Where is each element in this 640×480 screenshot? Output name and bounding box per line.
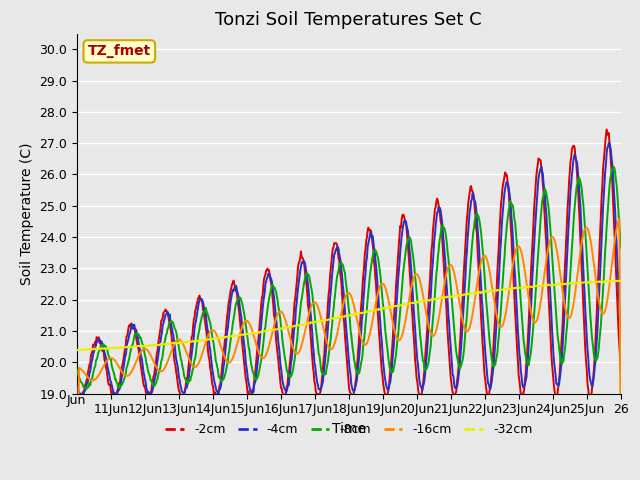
Legend: -2cm, -4cm, -8cm, -16cm, -32cm: -2cm, -4cm, -8cm, -16cm, -32cm [160, 419, 538, 441]
Y-axis label: Soil Temperature (C): Soil Temperature (C) [20, 143, 34, 285]
Title: Tonzi Soil Temperatures Set C: Tonzi Soil Temperatures Set C [216, 11, 482, 29]
Text: Jun: Jun [67, 394, 86, 407]
Text: TZ_fmet: TZ_fmet [88, 44, 151, 59]
X-axis label: Time: Time [332, 422, 366, 436]
